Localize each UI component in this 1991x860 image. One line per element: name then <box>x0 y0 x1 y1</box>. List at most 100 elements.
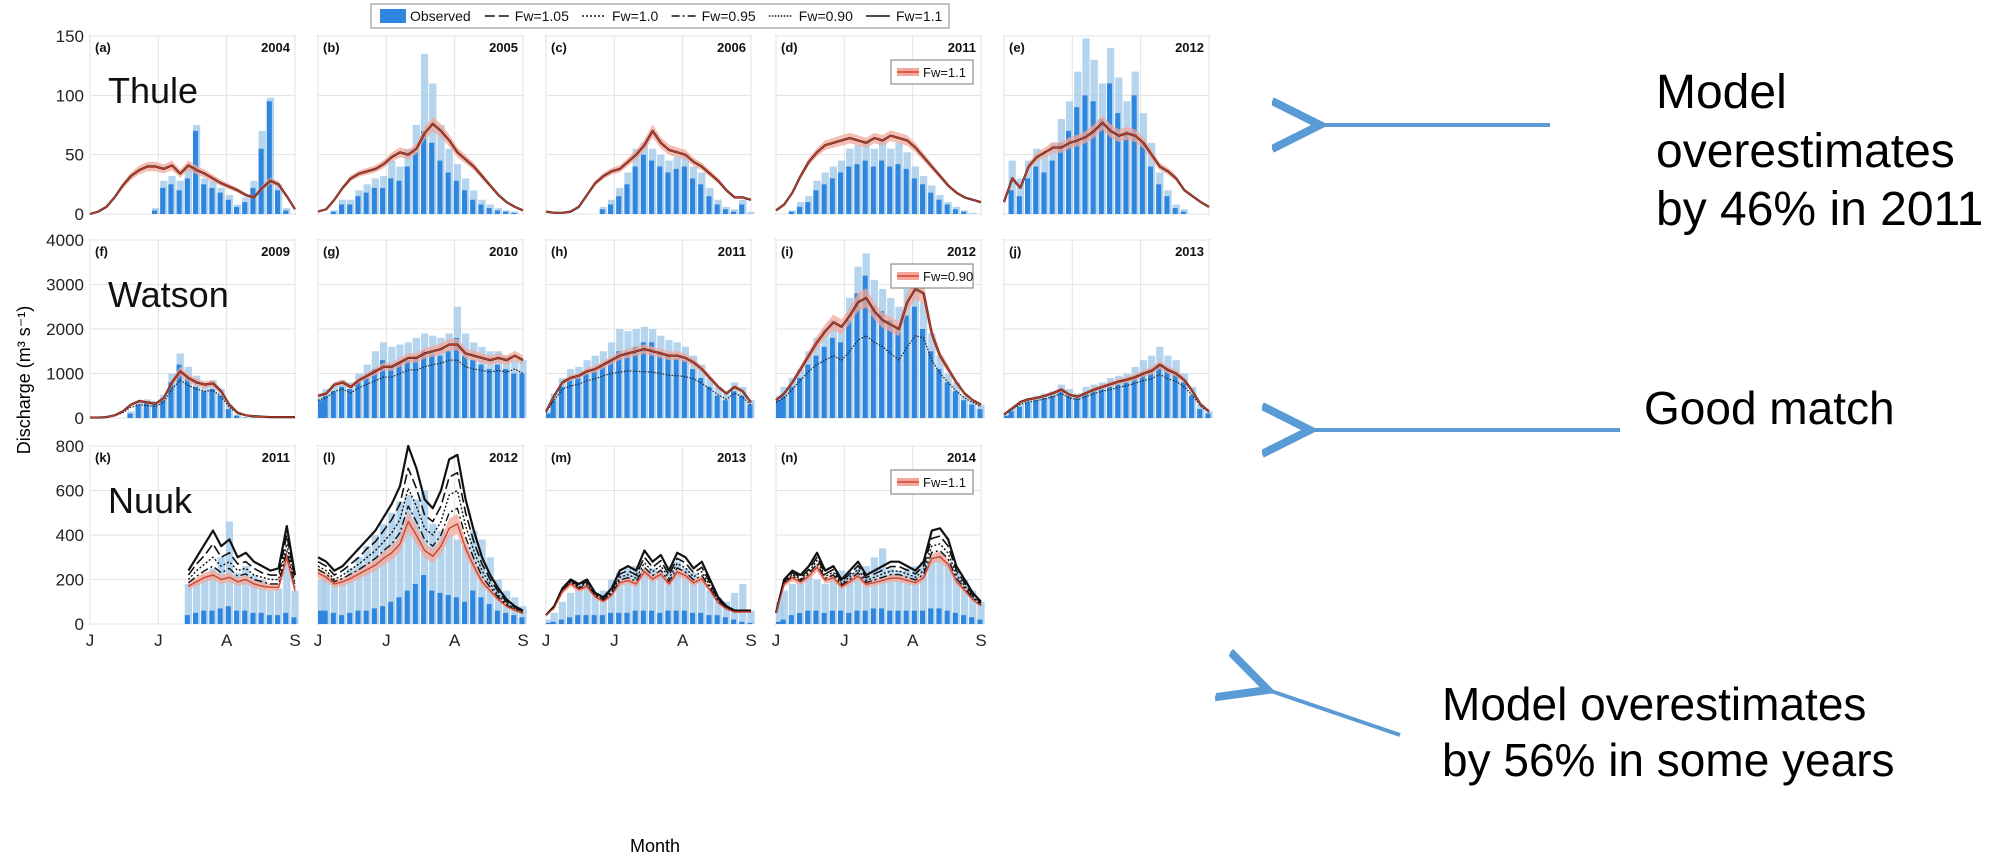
observed-bar <box>599 615 605 624</box>
panel-g: (g) 2010 <box>317 239 527 419</box>
x-tick-label: S <box>517 631 528 650</box>
observed-bar <box>665 355 671 418</box>
observed-bar <box>502 369 509 418</box>
observed-bar <box>322 610 328 624</box>
observed-bar-max <box>821 583 829 624</box>
observed-bar <box>1164 196 1170 214</box>
observed-bar <box>404 590 410 624</box>
observed-bar <box>437 160 443 214</box>
model-line <box>775 556 982 614</box>
observed-bar <box>160 187 166 214</box>
inset-legend-label: Fw=1.1 <box>923 65 966 80</box>
observed-bar <box>143 402 149 418</box>
observed-bar <box>796 377 803 418</box>
observed-bar <box>330 391 336 418</box>
observed-bar <box>1082 95 1088 214</box>
observed-bar <box>1123 382 1129 418</box>
model-line <box>545 570 751 616</box>
observed-bar <box>837 172 844 214</box>
observed-bar-max <box>977 601 985 624</box>
observed-bar <box>371 608 377 624</box>
observed-bar <box>338 615 345 624</box>
observed-bar <box>837 342 844 418</box>
observed-bar <box>558 619 564 624</box>
panel-frame <box>545 35 752 215</box>
series-line-Fw-1.05 <box>317 467 524 613</box>
observed-bar <box>355 610 361 624</box>
observed-bar <box>673 357 679 418</box>
model-uncertainty-band <box>776 551 981 614</box>
observed-bar <box>681 166 687 214</box>
observed-bar <box>1049 395 1055 418</box>
model-uncertainty-band <box>188 550 295 594</box>
observed-bar <box>445 351 451 418</box>
observed-bar <box>519 373 525 418</box>
observed-bar <box>201 391 207 418</box>
observed-bar <box>919 329 926 418</box>
observed-bar <box>681 610 687 624</box>
y-tick-label: 2000 <box>46 320 84 339</box>
site-name: Nuuk <box>108 480 193 521</box>
observed-bar <box>657 351 663 418</box>
observed-bar <box>546 413 552 418</box>
observed-bar <box>599 209 605 214</box>
observed-bar <box>846 320 852 418</box>
observed-bar <box>616 196 622 214</box>
observed-bar <box>396 597 402 624</box>
x-tick-label: J <box>154 631 163 650</box>
panel-year: 2013 <box>717 450 746 465</box>
observed-bar-max <box>209 568 217 624</box>
observed-bar <box>461 355 468 418</box>
observed-bar <box>862 610 868 624</box>
observed-bar <box>788 615 794 624</box>
observed-bar-max <box>583 586 591 624</box>
panel-b: (b) 2005 <box>317 35 524 215</box>
series-line-Fw-1.1 <box>187 524 297 576</box>
observed-bar <box>258 612 264 624</box>
observed-bar-max <box>445 535 453 624</box>
observed-bar <box>355 196 361 214</box>
observed-bar <box>388 601 394 624</box>
series-line-Fw-0.95 <box>187 549 296 588</box>
observed-bar <box>689 612 696 624</box>
observed-bar <box>470 590 476 624</box>
observed-bar-max <box>217 557 225 624</box>
observed-bar-max <box>461 546 470 624</box>
observed-bar <box>445 595 451 624</box>
model-line <box>317 343 524 397</box>
observed-bar-max <box>689 572 698 624</box>
observed-bar <box>217 192 223 214</box>
observed-bar <box>624 184 630 214</box>
observed-bar-max <box>242 566 250 624</box>
series-line-Fw-1.05 <box>545 556 751 616</box>
model-line <box>90 370 295 419</box>
observed-bar <box>911 178 917 214</box>
observed-bar <box>135 404 141 418</box>
x-tick-label: S <box>975 631 986 650</box>
observed-bar-max <box>624 568 632 624</box>
observed-bar-max <box>960 579 969 624</box>
observed-bar <box>805 364 811 418</box>
legend-item-label: Fw=1.0 <box>612 8 659 24</box>
observed-bar-max <box>673 561 681 624</box>
observed-bar <box>862 275 868 418</box>
observed-bar <box>714 395 720 418</box>
observed-bar <box>566 380 573 418</box>
observed-bar-max <box>969 212 977 214</box>
observed-bar <box>911 610 917 624</box>
x-tick-label: J <box>610 631 619 650</box>
observed-bar <box>330 612 336 624</box>
series-line-Fw-0.90 <box>317 359 524 401</box>
panel-year: 2012 <box>1175 40 1204 55</box>
observed-bar <box>788 386 794 418</box>
observed-bar-max <box>192 579 201 624</box>
observed-bar <box>1172 373 1178 418</box>
observed-bar-max <box>250 575 258 624</box>
observed-bar <box>1131 95 1137 214</box>
observed-bar <box>730 211 737 214</box>
model-line <box>775 288 982 406</box>
observed-bar <box>347 389 353 418</box>
observed-bar <box>583 373 589 418</box>
observed-bar <box>355 382 361 418</box>
observed-bar <box>796 206 803 214</box>
